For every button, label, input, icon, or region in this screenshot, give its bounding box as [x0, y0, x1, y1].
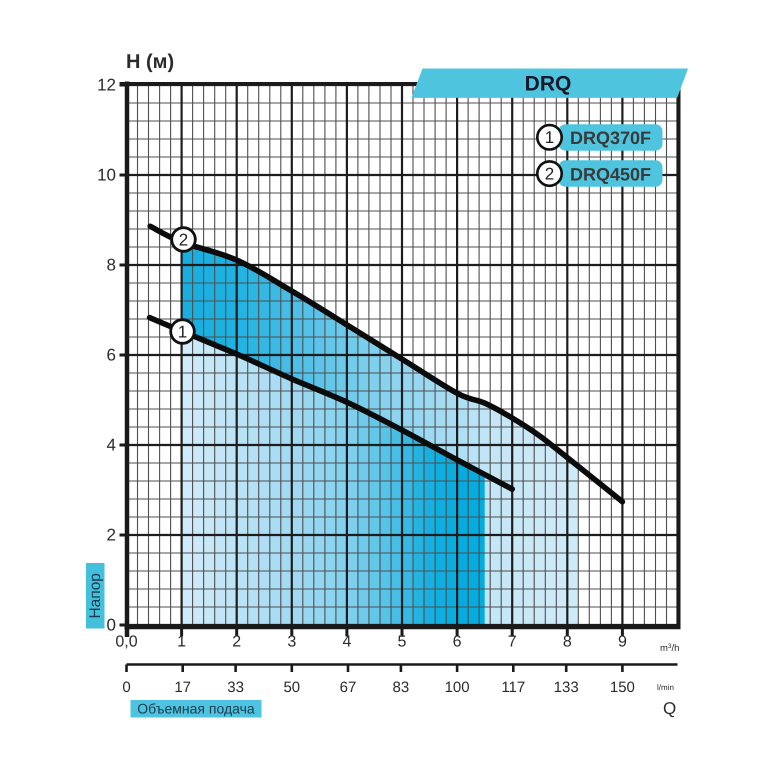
svg-text:m3/h: m3/h — [660, 643, 679, 654]
svg-text:4: 4 — [107, 436, 116, 455]
svg-text:DRQ450F: DRQ450F — [570, 164, 651, 184]
svg-text:4: 4 — [342, 634, 351, 651]
svg-text:0,0: 0,0 — [115, 634, 137, 651]
svg-text:117: 117 — [501, 679, 525, 696]
svg-text:150: 150 — [610, 679, 635, 696]
svg-text:0: 0 — [122, 679, 130, 696]
svg-text:100: 100 — [445, 679, 470, 696]
svg-text:1: 1 — [545, 128, 554, 147]
svg-text:Напор: Напор — [87, 573, 104, 618]
svg-text:2: 2 — [232, 634, 241, 651]
svg-text:83: 83 — [393, 679, 410, 696]
svg-text:17: 17 — [174, 679, 191, 696]
svg-text:67: 67 — [340, 679, 357, 696]
svg-text:9: 9 — [618, 634, 627, 651]
svg-text:DRQ370F: DRQ370F — [570, 128, 651, 148]
svg-text:l/min: l/min — [657, 683, 674, 692]
svg-text:12: 12 — [97, 76, 116, 95]
svg-text:Q: Q — [663, 699, 676, 718]
svg-text:6: 6 — [107, 346, 116, 365]
svg-text:8: 8 — [563, 634, 572, 651]
svg-text:Объемная подача: Объемная подача — [137, 701, 255, 717]
svg-text:1: 1 — [177, 634, 186, 651]
svg-text:10: 10 — [97, 166, 116, 185]
svg-text:7: 7 — [508, 634, 517, 651]
svg-text:133: 133 — [554, 679, 579, 696]
svg-text:3: 3 — [287, 634, 296, 651]
svg-text:0: 0 — [107, 616, 116, 635]
svg-text:2: 2 — [107, 526, 116, 545]
svg-text:8: 8 — [107, 256, 116, 275]
svg-text:33: 33 — [227, 679, 244, 696]
svg-text:2: 2 — [545, 164, 554, 183]
svg-text:DRQ: DRQ — [525, 73, 572, 96]
svg-text:H (м): H (м) — [126, 51, 174, 73]
svg-text:5: 5 — [398, 634, 407, 651]
svg-text:50: 50 — [283, 679, 300, 696]
svg-text:1: 1 — [178, 322, 187, 341]
svg-text:6: 6 — [453, 634, 462, 651]
svg-text:2: 2 — [179, 230, 188, 249]
